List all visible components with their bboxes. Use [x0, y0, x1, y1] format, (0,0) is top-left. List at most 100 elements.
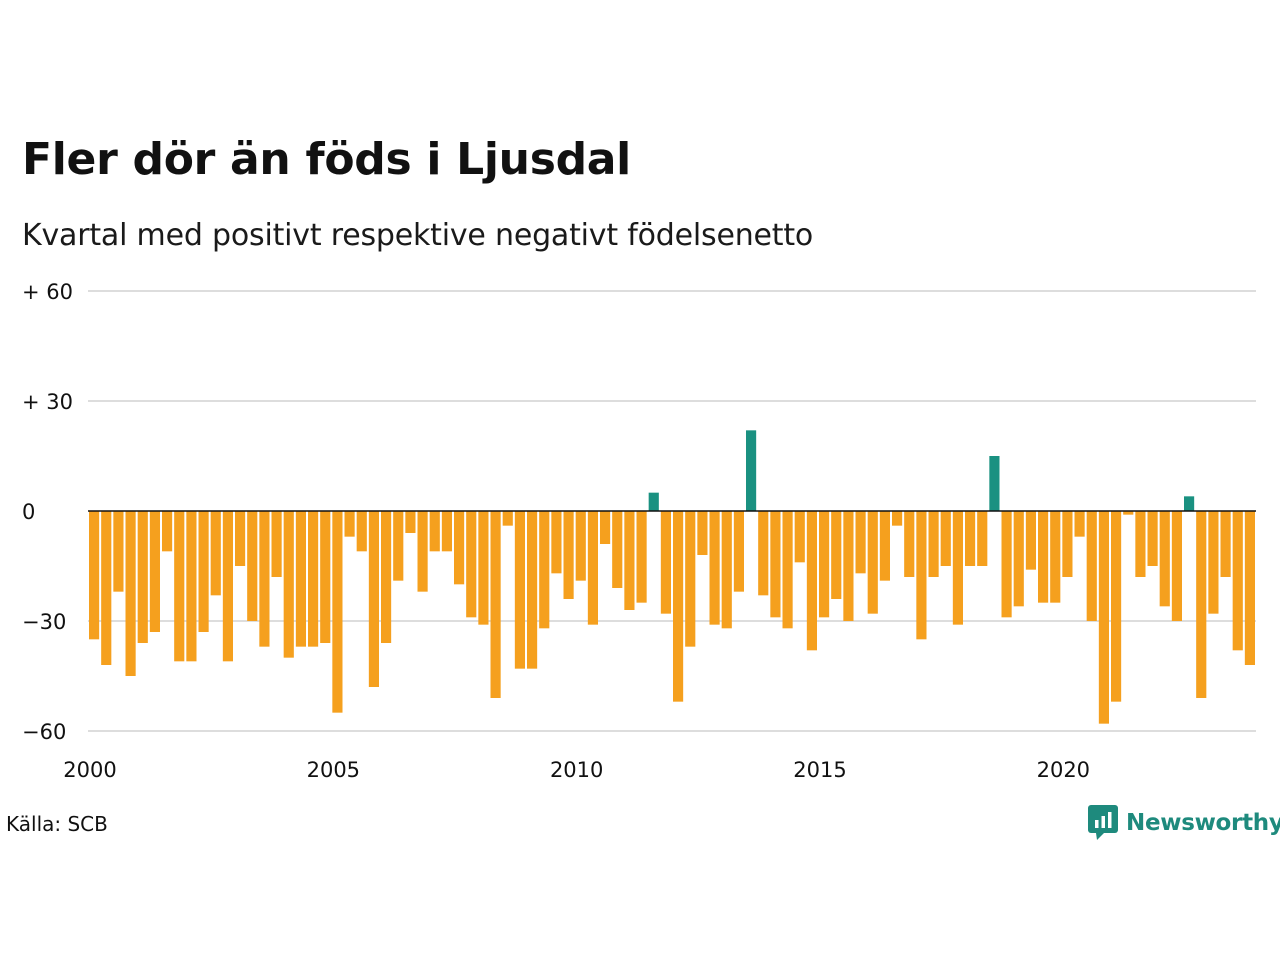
y-tick-label: + 30 — [22, 390, 73, 414]
bar-negative — [709, 511, 720, 625]
bar-negative — [782, 511, 793, 629]
bar-negative — [308, 511, 319, 647]
bar-negative — [1025, 511, 1036, 570]
grid-layer — [88, 290, 1256, 732]
bar-negative — [1196, 511, 1207, 698]
bar-negative — [1220, 511, 1231, 577]
bar-negative — [563, 511, 574, 599]
bar-negative — [551, 511, 562, 574]
bar-negative — [879, 511, 890, 581]
bar-negative — [381, 511, 392, 643]
bar-negative — [1074, 511, 1085, 537]
bar-negative — [1111, 511, 1122, 702]
bar-negative — [101, 511, 112, 665]
bar-negative — [174, 511, 185, 662]
y-tick-label: 0 — [22, 500, 35, 524]
bar-negative — [1123, 511, 1134, 515]
bar-negative — [478, 511, 489, 625]
bar-negative — [417, 511, 428, 592]
bar-negative — [1159, 511, 1170, 607]
bar-negative — [247, 511, 258, 621]
x-axis: 2000 2005 2010 2015 2020 — [63, 758, 1090, 782]
bar-negative — [1232, 511, 1243, 651]
bar-negative — [940, 511, 951, 566]
bar-negative — [356, 511, 367, 552]
bar-negative — [733, 511, 744, 592]
bar-negative — [149, 511, 160, 632]
bar-negative — [186, 511, 197, 662]
bar-negative — [600, 511, 611, 544]
bar-negative — [222, 511, 233, 662]
bar-negative — [490, 511, 501, 698]
bar-negative — [332, 511, 343, 713]
x-tick-label: 2010 — [550, 758, 603, 782]
bar-negative — [660, 511, 671, 614]
y-tick-label: −30 — [22, 610, 66, 634]
bar-negative — [527, 511, 538, 669]
x-tick-label: 2015 — [793, 758, 846, 782]
bar-negative — [673, 511, 684, 702]
x-tick-label: 2005 — [307, 758, 360, 782]
bar-negative — [1171, 511, 1182, 621]
bar-negative — [320, 511, 331, 643]
chart-title: Fler dör än föds i Ljusdal — [22, 134, 631, 185]
bar-negative — [405, 511, 416, 533]
brand-name: Newsworthy — [1126, 810, 1280, 836]
bar-negative — [368, 511, 379, 687]
bar-negative — [210, 511, 221, 596]
bar-negative — [612, 511, 623, 588]
bar-negative — [1050, 511, 1061, 603]
bar-negative — [259, 511, 270, 647]
bar-negative — [1147, 511, 1158, 566]
bar-negative — [393, 511, 404, 581]
bar-positive — [648, 492, 659, 511]
bar-negative — [855, 511, 866, 574]
bar-negative — [1038, 511, 1049, 603]
x-tick-label: 2000 — [63, 758, 116, 782]
brand[interactable]: Newsworthy — [1088, 804, 1280, 842]
newsworthy-logo-icon — [1088, 805, 1118, 840]
bar-negative — [636, 511, 647, 603]
bar-negative — [1208, 511, 1219, 614]
bar-negative — [685, 511, 696, 647]
bar-negative — [1001, 511, 1012, 618]
bar-positive — [1184, 496, 1195, 511]
bar-negative — [965, 511, 976, 566]
bar-negative — [624, 511, 635, 610]
bar-negative — [977, 511, 988, 566]
bar-negative — [441, 511, 452, 552]
bar-negative — [89, 511, 100, 640]
bar-negative — [344, 511, 355, 537]
bar-negative — [831, 511, 842, 599]
bar-negative — [1098, 511, 1109, 724]
bar-layer — [89, 430, 1255, 724]
bar-negative — [794, 511, 805, 563]
bar-negative — [758, 511, 769, 596]
bar-negative — [770, 511, 781, 618]
bar-negative — [502, 511, 513, 526]
bar-negative — [843, 511, 854, 621]
bar-negative — [198, 511, 209, 632]
bar-negative — [271, 511, 282, 577]
chart-subtitle: Kvartal med positivt respektive negativt… — [22, 218, 814, 253]
bar-negative — [819, 511, 830, 618]
bar-negative — [806, 511, 817, 651]
bar-negative — [721, 511, 732, 629]
y-axis: + 60 + 30 0 −30 −60 — [22, 280, 73, 744]
x-tick-label: 2020 — [1037, 758, 1090, 782]
bar-negative — [125, 511, 136, 676]
bar-negative — [466, 511, 477, 618]
bar-negative — [867, 511, 878, 614]
bar-negative — [1086, 511, 1097, 621]
bar-negative — [575, 511, 586, 581]
bar-negative — [454, 511, 465, 585]
bar-negative — [113, 511, 124, 592]
bar-negative — [295, 511, 306, 647]
bar-negative — [514, 511, 525, 669]
bar-negative — [916, 511, 927, 640]
bar-negative — [928, 511, 939, 577]
bar-negative — [137, 511, 148, 643]
source-note: Källa: SCB — [6, 812, 108, 836]
bar-negative — [1062, 511, 1073, 577]
bar-positive — [746, 430, 757, 511]
